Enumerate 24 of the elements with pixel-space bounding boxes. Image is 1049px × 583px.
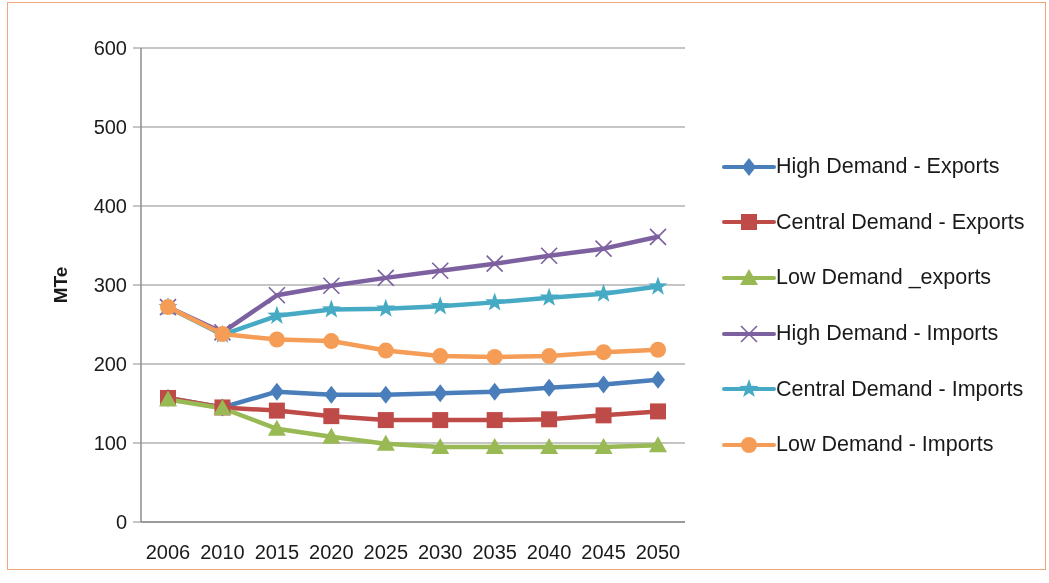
legend-label: Central Demand - Imports — [776, 376, 1024, 402]
y-tick-label: 500 — [93, 116, 127, 139]
x-tick-label: 2045 — [581, 541, 626, 564]
legend-label: Low Demand _exports — [776, 265, 992, 291]
x-tick-label: 2010 — [200, 541, 245, 564]
y-tick-label: 400 — [93, 195, 127, 218]
legend-label: High Demand - Imports — [776, 321, 999, 347]
x-tick-label: 2020 — [309, 541, 354, 564]
legend-label: Low Demand - Imports — [776, 432, 994, 458]
legend-label: Central Demand - Exports — [776, 209, 1025, 235]
y-tick-label: 300 — [93, 274, 127, 297]
x-tick-label: 2025 — [363, 541, 409, 564]
y-tick-label: 200 — [93, 353, 127, 376]
y-tick-label: 100 — [93, 432, 127, 455]
x-tick-label: 2035 — [472, 541, 517, 564]
y-axis-title: MTe — [49, 266, 71, 304]
y-tick-label: 600 — [93, 37, 127, 60]
x-tick-label: 2040 — [526, 541, 572, 564]
x-tick-label: 2050 — [635, 541, 681, 564]
x-tick-label: 2006 — [145, 541, 191, 564]
x-tick-label: 2015 — [254, 541, 300, 564]
y-tick-label: 0 — [115, 511, 127, 534]
legend-label: High Demand - Exports — [776, 154, 1000, 180]
x-tick-label: 2030 — [417, 541, 463, 564]
